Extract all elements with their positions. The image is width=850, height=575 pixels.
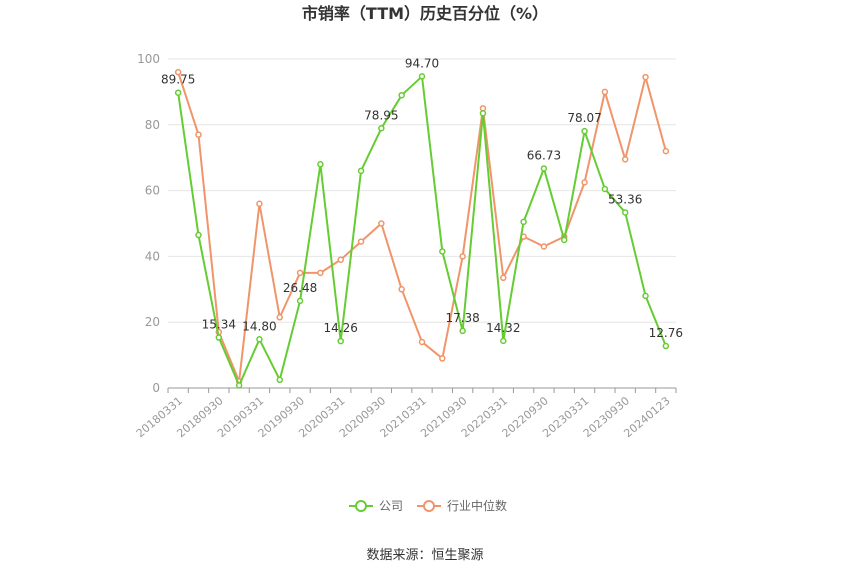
- y-tick-label: 20: [145, 315, 160, 329]
- data-point[interactable]: [540, 165, 548, 172]
- data-point[interactable]: [398, 286, 405, 293]
- data-point[interactable]: [642, 292, 649, 300]
- data-label: 78.95: [364, 108, 398, 122]
- data-label: 17.38: [445, 311, 479, 325]
- data-point[interactable]: [378, 125, 385, 132]
- data-point[interactable]: [581, 127, 588, 135]
- data-label: 26.48: [283, 281, 317, 295]
- data-label: 66.73: [527, 148, 561, 162]
- y-tick-label: 100: [137, 52, 160, 66]
- data-label: 14.32: [486, 321, 520, 335]
- data-point[interactable]: [256, 336, 263, 343]
- grid-lines: [168, 58, 676, 323]
- source-note: 数据来源：恒生聚源: [366, 548, 483, 563]
- data-point[interactable]: [621, 209, 629, 216]
- legend-item[interactable]: 行业中位数: [417, 498, 507, 513]
- data-point[interactable]: [459, 253, 466, 260]
- data-point[interactable]: [337, 337, 344, 345]
- data-point[interactable]: [459, 327, 466, 335]
- data-label: 14.26: [324, 321, 358, 335]
- data-point[interactable]: [439, 355, 446, 362]
- y-tick-label: 40: [145, 249, 160, 263]
- y-tick-label: 60: [145, 184, 160, 198]
- data-point[interactable]: [601, 88, 609, 96]
- data-point[interactable]: [479, 110, 487, 117]
- y-tick-label: 80: [145, 118, 160, 132]
- data-point[interactable]: [276, 314, 284, 321]
- data-point[interactable]: [662, 147, 670, 155]
- data-point[interactable]: [418, 338, 426, 346]
- data-point[interactable]: [174, 89, 182, 96]
- data-point[interactable]: [500, 274, 507, 282]
- data-label: 89.75: [161, 73, 195, 87]
- data-point[interactable]: [296, 269, 304, 277]
- data-point[interactable]: [235, 382, 243, 389]
- data-point[interactable]: [398, 91, 405, 99]
- x-axis: 2018033120180930201903312019093020200331…: [134, 387, 677, 440]
- series-公司: [174, 73, 670, 389]
- data-point[interactable]: [581, 179, 588, 186]
- data-point[interactable]: [418, 73, 426, 80]
- series-layer: [174, 68, 670, 389]
- chart-title: 市销率（TTM）历史百分位（%）: [302, 4, 548, 23]
- data-point[interactable]: [215, 334, 223, 341]
- series-行业中位数: [174, 68, 670, 385]
- legend-item[interactable]: 公司: [349, 499, 403, 513]
- legend-label: 行业中位数: [447, 498, 507, 513]
- data-label: 53.36: [608, 192, 642, 206]
- legend[interactable]: 公司 行业中位数: [349, 498, 507, 513]
- data-point[interactable]: [195, 231, 202, 239]
- data-point[interactable]: [642, 73, 649, 81]
- data-point[interactable]: [337, 256, 344, 263]
- data-point[interactable]: [317, 269, 324, 277]
- data-point[interactable]: [276, 376, 284, 384]
- data-point[interactable]: [439, 248, 446, 255]
- data-label: 12.76: [649, 326, 683, 340]
- legend-marker-icon: [423, 500, 435, 512]
- data-label: 78.07: [567, 111, 601, 125]
- data-point[interactable]: [662, 342, 670, 350]
- data-point[interactable]: [601, 185, 609, 193]
- y-tick-label: 0: [152, 381, 160, 395]
- data-point[interactable]: [520, 218, 527, 226]
- data-labels: 89.75 15.34 14.80 26.48 14.26 78.95 94.70 17.38…: [161, 56, 683, 340]
- data-label: 14.80: [242, 319, 276, 333]
- data-label: 15.34: [202, 318, 236, 332]
- data-point[interactable]: [357, 238, 365, 245]
- data-point[interactable]: [560, 236, 568, 244]
- legend-label: 公司: [379, 499, 403, 513]
- data-point[interactable]: [174, 68, 182, 76]
- data-label: 94.70: [405, 56, 439, 70]
- legend-marker-icon: [355, 500, 367, 512]
- data-point[interactable]: [195, 131, 202, 138]
- data-point[interactable]: [357, 167, 365, 175]
- data-point[interactable]: [621, 156, 629, 163]
- data-point[interactable]: [500, 337, 507, 345]
- data-point[interactable]: [296, 297, 304, 305]
- data-point[interactable]: [256, 200, 263, 208]
- y-axis-ticks: 0 20 40 60 80 100: [137, 52, 160, 395]
- data-point[interactable]: [317, 161, 324, 168]
- data-point[interactable]: [378, 220, 385, 227]
- data-point[interactable]: [540, 243, 548, 250]
